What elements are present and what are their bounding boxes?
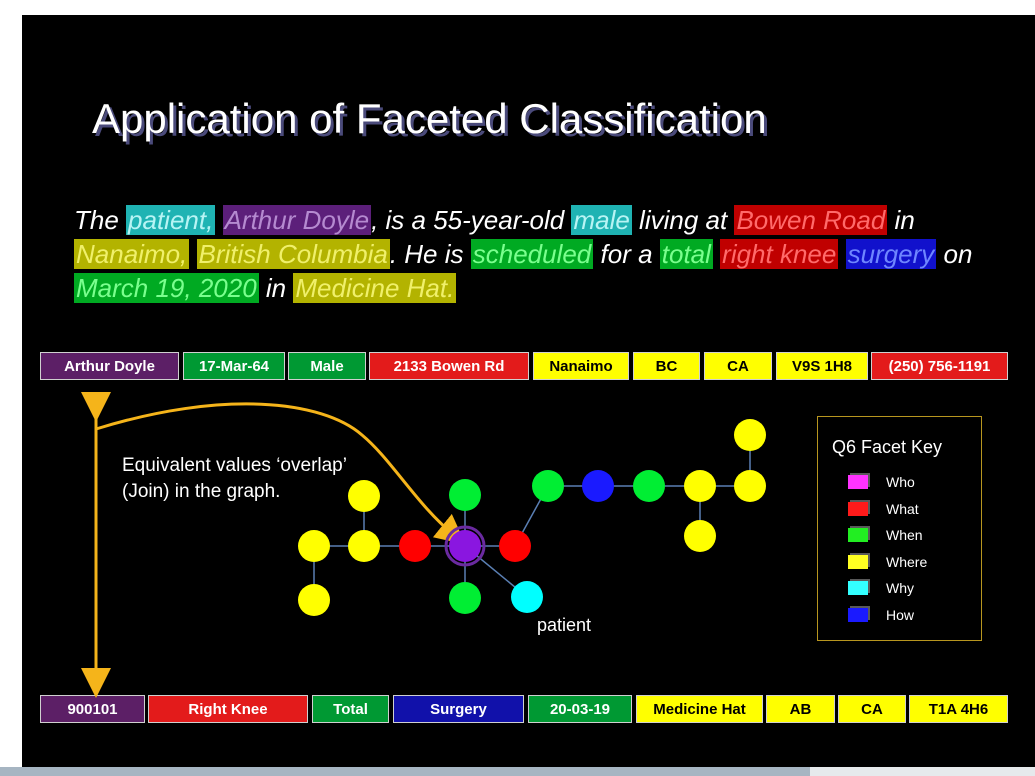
sentence-text: , is a 55-year-old: [371, 205, 572, 235]
record-cell-when: 20-03-19: [528, 695, 632, 723]
graph-node-green: [449, 479, 481, 511]
record-cell-what: 2133 Bowen Rd: [369, 352, 529, 380]
graph-node-halo: [444, 525, 486, 567]
facet-key-label: When: [886, 527, 923, 543]
sentence-text: for a: [593, 239, 660, 269]
graph-node-yellow: [734, 470, 766, 502]
facet-key-item-who: Who: [848, 472, 915, 492]
footer-bar-right: [810, 767, 1035, 776]
facet-key-item-when: When: [848, 525, 923, 545]
record-cell-where: T1A 4H6: [909, 695, 1008, 723]
graph-node-yellow: [298, 530, 330, 562]
join-arrow-connector: [95, 402, 466, 545]
graph-node-yellow: [734, 419, 766, 451]
facet-key-label: Where: [886, 553, 928, 570]
record-cell-where: CA: [838, 695, 906, 723]
record-cell-where: AB: [766, 695, 835, 723]
facet-term-when: scheduled: [470, 239, 594, 269]
graph-node-purple: [449, 530, 481, 562]
record-cell-where: V9S 1H8: [776, 352, 868, 380]
facet-key-item-where: Where: [848, 552, 927, 572]
facet-swatch-icon: [848, 475, 868, 489]
facet-term-when: total: [659, 239, 713, 269]
facet-key-label: Why: [886, 580, 914, 596]
graph-node-yellow: [298, 584, 330, 616]
record-cell-where: CA: [704, 352, 772, 380]
graph-node-blue: [582, 470, 614, 502]
record-cell-who: 900101: [40, 695, 145, 723]
record-cell-when: Male: [288, 352, 366, 380]
record-cell-where: Nanaimo: [533, 352, 629, 380]
slide: Application of Faceted Classification Th…: [22, 15, 1035, 767]
facet-key-label: What: [886, 500, 919, 517]
sentence-text: in: [887, 205, 915, 235]
facet-term-why: male: [571, 205, 632, 235]
sentence-text: in: [258, 273, 294, 303]
facet-swatch-icon: [848, 554, 868, 569]
facet-swatch-icon: [848, 581, 868, 595]
record-bottom: 900101 Right Knee Total Surgery 20-03-19 Medi…: [40, 695, 1008, 723]
facet-term-why: patient,: [126, 205, 216, 235]
graph-node-yellow: [684, 470, 716, 502]
record-cell-what: (250) 756-1191: [871, 352, 1008, 380]
sentence-text: The: [74, 205, 127, 235]
record-cell-where: Medicine Hat: [636, 695, 763, 723]
record-top: Arthur Doyle 17-Mar-64 Male 2133 Bowen Rd Na…: [40, 352, 1008, 380]
graph-node-red: [399, 530, 431, 562]
graph-node-yellow: [348, 480, 380, 512]
facet-term-what: Bowen Road: [734, 205, 888, 235]
sentence-text: on: [936, 239, 973, 269]
graph-node-red: [499, 530, 531, 562]
graph-node-yellow: [684, 520, 716, 552]
record-cell-when: Total: [312, 695, 389, 723]
record-cell-where: BC: [633, 352, 700, 380]
facet-key-title: Q6 Facet Key: [832, 437, 943, 457]
facet-term-what: right knee: [720, 239, 839, 269]
facet-term-how: surgery: [845, 239, 937, 269]
facet-key: Q6 Facet Key Who What When Where Why How: [817, 416, 982, 641]
graph-node-green: [633, 470, 665, 502]
record-cell-what: Right Knee: [148, 695, 308, 723]
graph-node-yellow: [348, 530, 380, 562]
facet-term-where: British Columbia: [196, 239, 390, 269]
facet-term-where: Nanaimo,: [74, 239, 190, 269]
graph-node-green: [532, 470, 564, 502]
footer-bar: [0, 767, 810, 776]
facet-key-label: Who: [886, 474, 915, 490]
facet-swatch-icon: [848, 607, 868, 622]
facet-key-item-what: What: [848, 499, 919, 519]
facet-key-label: How: [886, 606, 915, 623]
patient-node-label: patient: [537, 615, 592, 635]
facet-term-where: Medicine Hat.: [293, 273, 457, 303]
graph-node-green: [449, 582, 481, 614]
sentence-text: . He is: [389, 239, 471, 269]
record-cell-how: Surgery: [393, 695, 524, 723]
facet-term-when: March 19, 2020: [74, 273, 259, 303]
facet-term-who: Arthur Doyle: [222, 205, 372, 235]
faceted-graph: [81, 392, 766, 698]
overlap-annotation: Equivalent values ‘overlap’ (Join) in th…: [122, 455, 347, 502]
sentence-text: living at: [631, 205, 735, 235]
facet-key-item-why: Why: [848, 578, 914, 598]
record-cell-when: 17-Mar-64: [183, 352, 285, 380]
classified-sentence: The patient, Arthur Doyle, is a 55-year-…: [74, 203, 974, 305]
record-cell-who: Arthur Doyle: [40, 352, 179, 380]
slide-title: Application of Faceted Classification: [92, 95, 767, 142]
facet-swatch-icon: [848, 528, 868, 542]
graph-node-cyan: [511, 581, 543, 613]
facet-swatch-icon: [848, 501, 868, 516]
facet-key-item-how: How: [848, 605, 914, 625]
